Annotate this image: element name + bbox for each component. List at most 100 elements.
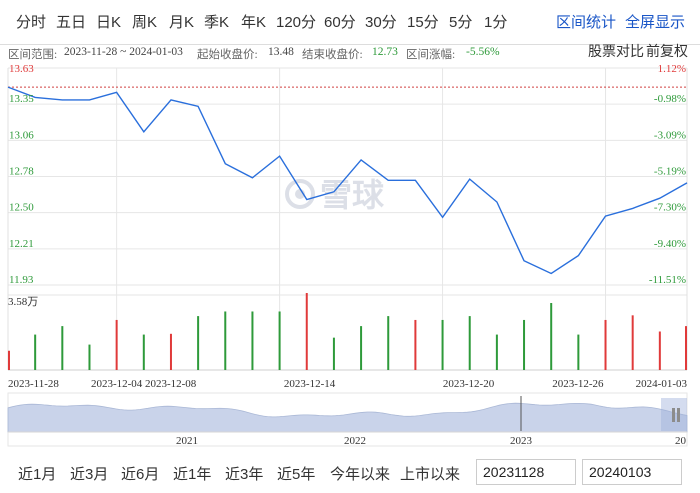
range-5-years[interactable]: 近5年: [277, 466, 316, 483]
start-price-value: 13.48: [268, 46, 294, 58]
fullscreen-link[interactable]: 全屏显示: [625, 14, 686, 31]
volume-bar: [685, 326, 687, 370]
x-tick-label: 2023-11-28: [8, 378, 59, 390]
range-label: 区间范围:: [8, 49, 58, 61]
tab-monthly-k[interactable]: 月K: [169, 14, 195, 31]
volume-bar: [197, 316, 200, 370]
y-tick-left: 13.35: [9, 93, 34, 105]
y-tick-right: -0.98%: [654, 93, 686, 105]
volume-bar: [169, 333, 172, 370]
tab-weekly-k[interactable]: 周K: [132, 14, 158, 31]
history-navigator[interactable]: 2021 2022 2023 20: [7, 392, 688, 447]
volume-bar: [332, 337, 335, 370]
y-tick-right: -5.19%: [654, 166, 686, 178]
volume-bar: [278, 311, 281, 370]
tab-yearly-k[interactable]: 年K: [241, 14, 267, 31]
volume-bar: [468, 316, 471, 370]
y-tick-left: 12.50: [9, 202, 34, 214]
x-tick-label: 2023-12-04: [91, 378, 143, 390]
tab-five-day[interactable]: 五日: [56, 14, 87, 31]
range-value: 2023-11-28 ~ 2024-01-03: [64, 46, 183, 58]
navigator-handle-grip[interactable]: [672, 408, 675, 422]
stock-compare-button[interactable]: 股票对比: [588, 43, 644, 59]
x-axis-labels: 2023-11-28 2023-12-04 2023-12-08 2023-12-14…: [8, 378, 687, 390]
range-since-listing[interactable]: 上市以来: [400, 466, 461, 483]
navigator-handle-grip-2[interactable]: [677, 408, 680, 422]
volume-bar: [305, 293, 308, 370]
tab-1min[interactable]: 1分: [484, 14, 508, 31]
interval-info: 区间范围: 2023-11-28 ~ 2024-01-03 起始收盘价: 13.…: [0, 44, 700, 62]
volume-bar: [360, 326, 363, 370]
chart-grid: [7, 67, 688, 371]
y-tick-right: -7.30%: [654, 202, 686, 214]
range-3-years[interactable]: 近3年: [225, 466, 264, 483]
volume-max-label: 3.58万: [8, 296, 38, 308]
watermark-text: 雪球: [320, 176, 385, 214]
y-tick-left: 11.93: [9, 274, 34, 286]
navigator-year-2024: 20: [675, 435, 687, 447]
volume-bar: [631, 315, 634, 370]
volume-bar: [8, 350, 10, 370]
y-tick-left: 13.63: [9, 63, 34, 75]
navigator-year-2023: 2023: [510, 435, 533, 447]
price-line: [7, 86, 688, 275]
volume-bar: [142, 334, 145, 370]
volume-bar: [414, 319, 417, 370]
y-tick-left: 12.78: [9, 166, 34, 178]
navigator-year-2022: 2022: [344, 435, 366, 447]
volume-bar: [251, 311, 254, 370]
y-axis-right: 1.12% -0.98% -3.09% -5.19% -7.30% -9.40% -11.5…: [649, 63, 686, 286]
volume-bar: [88, 344, 91, 370]
volume-bar: [34, 334, 37, 370]
period-tab-bar: 分时 五日 日K 周K 月K 季K 年K 120分 60分 30分 15分 5分…: [0, 0, 700, 44]
y-tick-left: 13.06: [9, 129, 34, 141]
change-label: 区间涨幅:: [406, 49, 456, 61]
volume-bar: [604, 319, 607, 370]
start-price-label: 起始收盘价:: [197, 49, 258, 61]
volume-bar: [658, 331, 661, 370]
tab-5min[interactable]: 5分: [449, 14, 473, 31]
price-chart[interactable]: 雪球 13.63 13.35 13.06 12.78 12.50 12.21 11.93 1…: [0, 60, 700, 453]
xueqiu-watermark: 雪球: [285, 176, 385, 214]
tab-divider: [0, 44, 700, 45]
x-tick-label: 2023-12-26: [552, 378, 604, 390]
start-date-input[interactable]: 20231128: [476, 459, 576, 485]
tab-minute[interactable]: 分时: [16, 14, 47, 31]
tab-quarterly-k[interactable]: 季K: [204, 14, 230, 31]
watermark-logo-icon: [285, 179, 315, 209]
volume-bar: [523, 319, 526, 370]
tab-15min[interactable]: 15分: [407, 14, 439, 31]
volume-bar: [61, 326, 64, 370]
volume-bar: [495, 334, 498, 370]
volume-bar: [441, 319, 444, 370]
volume-bar: [224, 311, 227, 370]
x-tick-label: 2023-12-20: [443, 378, 495, 390]
volume-bars: [8, 293, 687, 370]
range-3-months[interactable]: 近3月: [70, 466, 109, 483]
x-tick-label: 2024-01-03: [636, 378, 688, 390]
interval-stats-link[interactable]: 区间统计: [556, 14, 617, 31]
end-price-label: 结束收盘价:: [302, 49, 363, 61]
range-6-months[interactable]: 近6月: [121, 466, 160, 483]
volume-bar: [387, 316, 390, 370]
range-ytd[interactable]: 今年以来: [330, 466, 391, 483]
change-value: -5.56%: [466, 46, 500, 58]
price-adjust-button[interactable]: 前复权: [646, 43, 688, 59]
range-1-year[interactable]: 近1年: [173, 466, 212, 483]
y-tick-right: -3.09%: [654, 129, 686, 141]
volume-bar: [115, 319, 118, 370]
y-tick-right: -9.40%: [654, 238, 686, 250]
volume-bar: [577, 334, 580, 370]
tab-60min[interactable]: 60分: [324, 14, 356, 31]
y-tick-right: -11.51%: [649, 274, 686, 286]
tab-30min[interactable]: 30分: [365, 14, 397, 31]
end-date-input[interactable]: 20240103: [582, 459, 682, 485]
y-tick-left: 12.21: [9, 238, 34, 250]
tab-120min[interactable]: 120分: [276, 14, 317, 31]
x-tick-label: 2023-12-14: [284, 378, 336, 390]
volume-bar: [550, 303, 553, 370]
range-1-month[interactable]: 近1月: [18, 466, 57, 483]
y-axis-left: 13.63 13.35 13.06 12.78 12.50 12.21 11.93: [9, 63, 34, 286]
tab-daily-k[interactable]: 日K: [96, 14, 122, 31]
range-selector-bar: 近1月 近3月 近6月 近1年 近3年 近5年 今年以来 上市以来 202311…: [0, 453, 700, 493]
